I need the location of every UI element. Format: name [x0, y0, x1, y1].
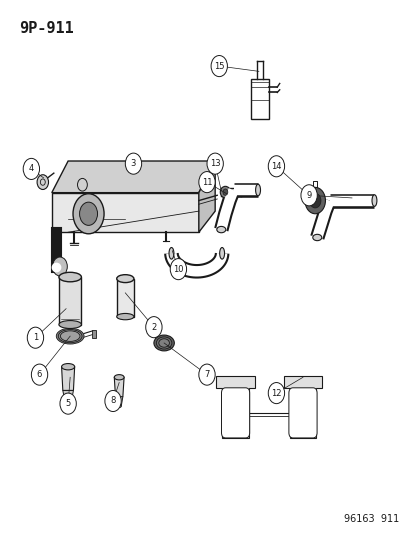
- Ellipse shape: [59, 320, 81, 328]
- Polygon shape: [283, 376, 322, 438]
- Ellipse shape: [65, 399, 71, 402]
- Ellipse shape: [220, 187, 230, 198]
- Text: 1: 1: [33, 333, 38, 342]
- Ellipse shape: [219, 247, 224, 259]
- Text: 3: 3: [131, 159, 136, 168]
- Text: 15: 15: [214, 62, 224, 70]
- Ellipse shape: [114, 375, 124, 380]
- Polygon shape: [52, 192, 198, 232]
- Text: 14: 14: [271, 162, 281, 171]
- FancyBboxPatch shape: [116, 279, 133, 317]
- Text: 13: 13: [209, 159, 220, 168]
- Text: 11: 11: [201, 177, 212, 187]
- Circle shape: [77, 179, 87, 191]
- Ellipse shape: [371, 195, 376, 206]
- Text: 96163  911: 96163 911: [343, 514, 398, 524]
- Circle shape: [304, 188, 325, 214]
- Text: 9P-911: 9P-911: [19, 21, 74, 36]
- Circle shape: [37, 175, 48, 190]
- Ellipse shape: [62, 364, 74, 370]
- Circle shape: [206, 153, 223, 174]
- Ellipse shape: [116, 313, 133, 320]
- Polygon shape: [216, 376, 254, 438]
- Circle shape: [268, 156, 284, 177]
- Ellipse shape: [255, 184, 260, 196]
- Polygon shape: [52, 161, 215, 192]
- FancyBboxPatch shape: [92, 330, 96, 338]
- Ellipse shape: [312, 235, 321, 241]
- Ellipse shape: [117, 405, 121, 408]
- Ellipse shape: [169, 247, 173, 259]
- Circle shape: [60, 393, 76, 414]
- Text: 4: 4: [28, 164, 34, 173]
- Text: 12: 12: [271, 389, 281, 398]
- FancyBboxPatch shape: [221, 388, 249, 438]
- FancyBboxPatch shape: [288, 388, 316, 438]
- Circle shape: [170, 259, 186, 280]
- Circle shape: [23, 158, 40, 180]
- Text: 7: 7: [204, 370, 209, 379]
- Circle shape: [125, 153, 141, 174]
- Circle shape: [31, 364, 47, 385]
- Ellipse shape: [59, 272, 81, 282]
- Ellipse shape: [159, 339, 169, 347]
- Circle shape: [309, 193, 320, 208]
- Polygon shape: [115, 397, 123, 406]
- Polygon shape: [114, 377, 124, 397]
- Circle shape: [79, 202, 97, 225]
- Text: 2: 2: [151, 322, 156, 332]
- Circle shape: [52, 257, 67, 276]
- Ellipse shape: [216, 227, 225, 233]
- Circle shape: [211, 55, 227, 77]
- Ellipse shape: [222, 189, 227, 195]
- Circle shape: [73, 193, 104, 234]
- Circle shape: [198, 364, 215, 385]
- Polygon shape: [198, 161, 215, 232]
- Circle shape: [198, 172, 215, 192]
- Ellipse shape: [154, 335, 174, 351]
- Text: 9: 9: [306, 191, 311, 200]
- Text: 5: 5: [65, 399, 71, 408]
- Circle shape: [104, 391, 121, 411]
- Circle shape: [300, 185, 316, 206]
- Ellipse shape: [58, 329, 82, 343]
- Circle shape: [27, 327, 43, 348]
- Text: 8: 8: [110, 397, 116, 406]
- Polygon shape: [62, 367, 74, 391]
- Text: 6: 6: [37, 370, 42, 379]
- Circle shape: [268, 383, 284, 403]
- Ellipse shape: [60, 331, 80, 342]
- Polygon shape: [63, 391, 73, 401]
- Ellipse shape: [116, 274, 133, 282]
- Text: 10: 10: [173, 265, 183, 273]
- Circle shape: [145, 317, 161, 338]
- FancyBboxPatch shape: [59, 277, 81, 325]
- Ellipse shape: [56, 328, 84, 344]
- Ellipse shape: [156, 337, 171, 349]
